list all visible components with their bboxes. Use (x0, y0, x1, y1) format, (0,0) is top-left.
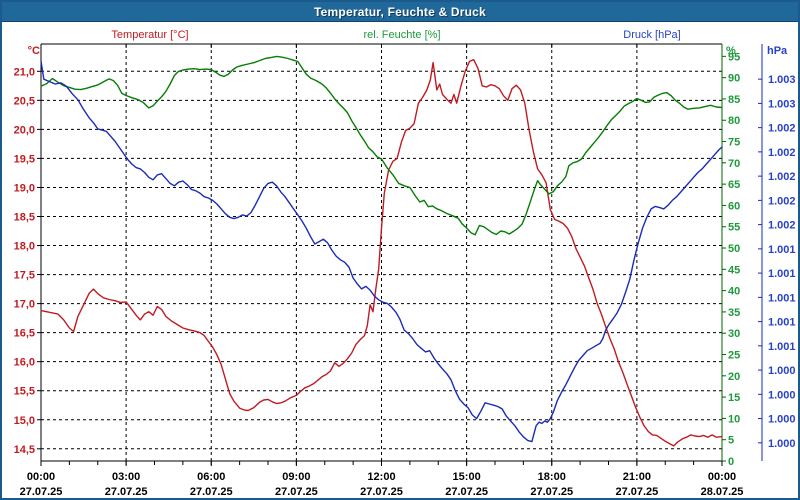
temp-tick-label: 20,5 (14, 95, 35, 107)
pressure-tick-label: 1.002 (768, 195, 796, 207)
pressure-tick-label: 1.002 (768, 123, 796, 135)
series-pressure-line (40, 60, 723, 443)
x-date-label: 27.07.25 (105, 486, 148, 498)
pressure-tick-label: 1.001 (768, 292, 796, 304)
temp-tick-label: 14,5 (14, 444, 35, 456)
pressure-tick-label: 1.001 (768, 244, 796, 256)
humidity-tick-label: 95 (728, 51, 740, 63)
temp-axis: 21,0 20,5 20,0 19,5 19,0 18,5 18,0 17,5 17,0 16,5… (14, 45, 41, 456)
temp-tick-label: 19,5 (14, 153, 35, 165)
humidity-tick-label: 65 (728, 179, 740, 191)
x-time-label: 06:00 (197, 471, 225, 483)
pressure-tick-label: 1.001 (768, 317, 796, 329)
humidity-tick-label: 10 (728, 413, 740, 425)
series-pressure (40, 60, 723, 443)
humidity-tick-label: 60 (728, 200, 740, 212)
humidity-tick-label: 75 (728, 137, 740, 149)
humidity-tick-label: 15 (728, 392, 740, 404)
series-humidity-line (40, 55, 723, 236)
x-date-label: 27.07.25 (275, 486, 318, 498)
pressure-tick-label: 1.000 (768, 414, 796, 426)
pressure-axis: 1.003 1.003 1.002 1.002 1.002 1.002 1.002 1.001… (758, 45, 796, 450)
plot-frame (40, 43, 763, 462)
humidity-tick-label: 80 (728, 115, 740, 127)
legend-feuchte: rel. Feuchte [%] (363, 29, 440, 41)
humidity-tick-label: 30 (728, 328, 740, 340)
humidity-tick-label: 85 (728, 94, 740, 106)
pressure-tick-label: 1.000 (768, 365, 796, 377)
temp-unit-label: °C (28, 45, 40, 57)
temp-tick-label: 21,0 (14, 66, 35, 78)
x-date-label: 27.07.25 (445, 486, 488, 498)
x-date-label: 27.07.25 (360, 486, 403, 498)
pressure-tick-label: 1.002 (768, 220, 796, 232)
x-time-label: 12:00 (367, 471, 395, 483)
temp-tick-label: 17,0 (14, 299, 35, 311)
x-time-label: 03:00 (112, 471, 140, 483)
x-axis: 00:00 27.07.25 03:00 27.07.25 06:00 27.07.25 0… (20, 44, 744, 498)
pressure-tick-label: 1.003 (768, 98, 796, 110)
pressure-tick-label: 1.001 (768, 341, 796, 353)
temp-tick-label: 15,0 (14, 415, 35, 427)
pressure-unit-label: hPa (767, 45, 788, 57)
series-temp-line (40, 59, 723, 447)
humidity-tick-label: 55 (728, 222, 740, 234)
humidity-tick-label: 40 (728, 286, 740, 298)
temp-tick-label: 20,0 (14, 124, 35, 136)
humidity-tick-label: 70 (728, 158, 740, 170)
legend: Temperatur [°C] rel. Feuchte [%] Druck [hP… (111, 29, 680, 41)
humidity-tick-label: 50 (728, 243, 740, 255)
grid (41, 44, 722, 461)
x-date-label: 27.07.25 (20, 486, 63, 498)
x-date-label: 28.07.25 (701, 486, 744, 498)
humidity-tick-label: 90 (728, 73, 740, 85)
humidity-tick-label: 25 (728, 350, 740, 362)
humidity-tick-label: 45 (728, 264, 740, 276)
x-date-label: 27.07.25 (190, 486, 233, 498)
temp-tick-label: 16,5 (14, 328, 35, 340)
humidity-tick-label: 20 (728, 371, 740, 383)
series-humidity (40, 55, 723, 236)
temp-tick-label: 18,0 (14, 241, 35, 253)
pressure-tick-label: 1.001 (768, 268, 796, 280)
humidity-unit-label: % (726, 45, 736, 57)
temp-tick-label: 18,5 (14, 211, 35, 223)
temp-tick-label: 19,0 (14, 182, 35, 194)
pressure-tick-label: 1.002 (768, 147, 796, 159)
window-title: Temperatur, Feuchte & Druck (314, 4, 486, 19)
x-time-label: 00:00 (708, 471, 736, 483)
x-time-label: 21:00 (623, 471, 651, 483)
x-time-label: 00:00 (27, 471, 55, 483)
x-date-label: 27.07.25 (615, 486, 658, 498)
temp-tick-label: 16,0 (14, 357, 35, 369)
humidity-tick-label: 35 (728, 307, 740, 319)
pressure-tick-label: 1.000 (768, 389, 796, 401)
pressure-tick-label: 1.003 (768, 74, 796, 86)
humidity-tick-label: 0 (728, 456, 734, 468)
pressure-tick-label: 1.002 (768, 171, 796, 183)
x-time-label: 18:00 (538, 471, 566, 483)
x-time-label: 09:00 (282, 471, 310, 483)
temp-tick-label: 15,5 (14, 386, 35, 398)
pressure-tick-label: 1.000 (768, 438, 796, 450)
x-date-label: 27.07.25 (530, 486, 573, 498)
series-temp (40, 59, 723, 447)
legend-druck: Druck [hPa] (623, 29, 680, 41)
title-bar[interactable]: Temperatur, Feuchte & Druck (2, 2, 798, 22)
x-time-label: 15:00 (453, 471, 481, 483)
temp-tick-label: 17,5 (14, 270, 35, 282)
humidity-tick-label: 5 (728, 435, 734, 447)
legend-temperatur: Temperatur [°C] (111, 29, 188, 41)
